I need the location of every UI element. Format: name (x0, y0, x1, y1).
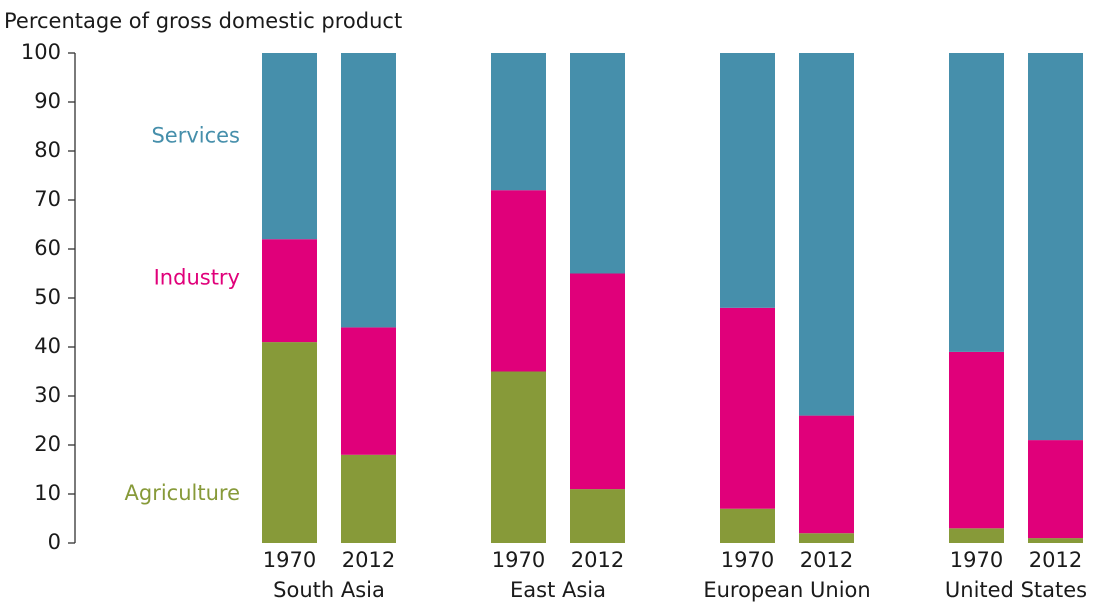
y-tick-label: 50 (34, 285, 61, 309)
bar-segment (341, 53, 396, 328)
y-tick-label: 70 (34, 187, 61, 211)
x-tick-label: 1970 (950, 548, 1003, 572)
bar-segment (491, 190, 546, 372)
group-label: South Asia (273, 578, 385, 602)
bar-segment (949, 528, 1004, 543)
legend-label: Services (151, 123, 240, 147)
y-tick-label: 80 (34, 138, 61, 162)
x-tick-label: 1970 (721, 548, 774, 572)
bar-segment (341, 327, 396, 455)
x-tick-label: 2012 (571, 548, 624, 572)
bar-segment (491, 53, 546, 191)
y-tick-label: 10 (34, 481, 61, 505)
x-tick-label: 2012 (1029, 548, 1082, 572)
bar-segment (262, 239, 317, 343)
y-tick-label: 100 (21, 40, 61, 64)
bar-segment (570, 273, 625, 490)
group-label: East Asia (510, 578, 606, 602)
bar-segment (720, 53, 775, 308)
y-tick-label: 90 (34, 89, 61, 113)
bar-segment (799, 415, 854, 534)
y-tick-label: 40 (34, 334, 61, 358)
y-tick-label: 0 (48, 530, 61, 554)
x-tick-label: 1970 (263, 548, 316, 572)
bar-segment (720, 508, 775, 543)
bar-segment (949, 53, 1004, 352)
group-label: United States (945, 578, 1087, 602)
y-axis-title: Percentage of gross domestic product (4, 9, 402, 33)
bar-segment (570, 489, 625, 543)
x-tick-label: 2012 (342, 548, 395, 572)
bar-segment (1028, 53, 1083, 441)
legend-label: Industry (154, 265, 240, 289)
bar-segment (720, 307, 775, 509)
bar-segment (1028, 440, 1083, 539)
bar-segment (341, 454, 396, 543)
bar-segment (262, 342, 317, 543)
bar-segment (949, 351, 1004, 529)
bar-segment (799, 533, 854, 543)
bar-segment (262, 53, 317, 240)
x-tick-label: 1970 (492, 548, 545, 572)
bar-segment (1028, 538, 1083, 543)
legend-label: Agriculture (125, 481, 241, 505)
y-tick-label: 60 (34, 236, 61, 260)
bar-segment (570, 53, 625, 274)
y-tick-label: 30 (34, 383, 61, 407)
x-tick-label: 2012 (800, 548, 853, 572)
group-label: European Union (703, 578, 870, 602)
bar-segment (491, 371, 546, 543)
bar-segment (799, 53, 854, 416)
y-tick-label: 20 (34, 432, 61, 456)
